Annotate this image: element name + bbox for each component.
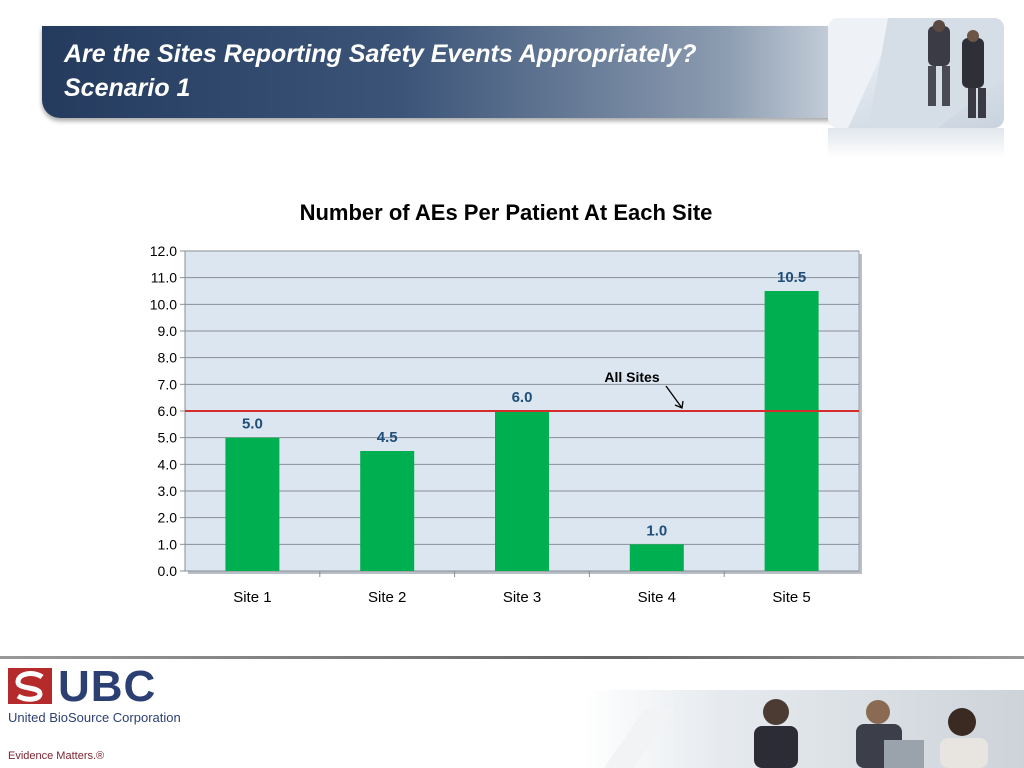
y-tick-label: 4.0 xyxy=(158,456,178,472)
x-tick-label: Site 2 xyxy=(368,589,406,606)
reference-line-label: All Sites xyxy=(604,369,659,385)
bar xyxy=(360,451,415,571)
company-name: United BioSource Corporation xyxy=(8,710,181,725)
header-photo-reflection xyxy=(828,128,1004,158)
meeting-people-photo-icon xyxy=(604,699,988,768)
bar xyxy=(764,291,819,571)
x-tick-label: Site 3 xyxy=(503,589,541,606)
header-photo xyxy=(828,18,1004,128)
footer-photo xyxy=(584,690,1024,768)
bar-data-label: 10.5 xyxy=(777,269,806,286)
chart-title: Number of AEs Per Patient At Each Site xyxy=(299,200,713,225)
bar-data-label: 5.0 xyxy=(242,416,263,433)
y-tick-label: 12.0 xyxy=(150,243,177,259)
company-logo: UBC United BioSource Corporation Evidenc… xyxy=(8,662,188,764)
bar-data-label: 6.0 xyxy=(512,389,533,406)
footer-divider xyxy=(0,656,1024,659)
ubc-logo-mark-icon xyxy=(8,668,52,704)
y-tick-label: 11.0 xyxy=(151,270,177,286)
slide-title-line2: Scenario 1 xyxy=(64,74,191,102)
y-tick-label: 7.0 xyxy=(158,376,178,392)
business-people-photo-icon xyxy=(828,18,1004,128)
bar xyxy=(629,544,684,571)
bar xyxy=(225,437,280,571)
bar xyxy=(495,411,549,571)
bar-data-label: 4.5 xyxy=(377,429,398,446)
slide-title-line1: Are the Sites Reporting Safety Events Ap… xyxy=(64,40,697,68)
company-tagline: Evidence Matters.® xyxy=(8,750,105,762)
reference-arrow-icon xyxy=(665,385,683,409)
title-banner: Are the Sites Reporting Safety Events Ap… xyxy=(42,26,842,118)
y-tick-label: 9.0 xyxy=(158,323,178,339)
bar-data-label: 1.0 xyxy=(646,522,667,539)
y-tick-label: 1.0 xyxy=(158,536,178,552)
bar-chart: 0.0 1.0 2.0 3.0 4.0 5.0 6.0 7.0 8.0 9.0 10.0 11.0 12… xyxy=(150,243,862,606)
reference-arrowhead-icon xyxy=(674,400,684,409)
logo-wordmark: UBC xyxy=(58,662,157,711)
y-tick-label: 6.0 xyxy=(158,403,178,419)
y-tick-label: 0.0 xyxy=(158,563,178,579)
x-tick-label: Site 5 xyxy=(772,589,810,606)
y-tick-label: 5.0 xyxy=(158,430,178,446)
x-tick-label: Site 4 xyxy=(638,589,676,606)
x-tick-label: Site 1 xyxy=(233,589,271,606)
y-tick-label: 3.0 xyxy=(158,483,178,499)
y-tick-label: 8.0 xyxy=(158,350,178,366)
y-tick-label: 10.0 xyxy=(150,296,177,312)
y-tick-label: 2.0 xyxy=(158,510,178,526)
